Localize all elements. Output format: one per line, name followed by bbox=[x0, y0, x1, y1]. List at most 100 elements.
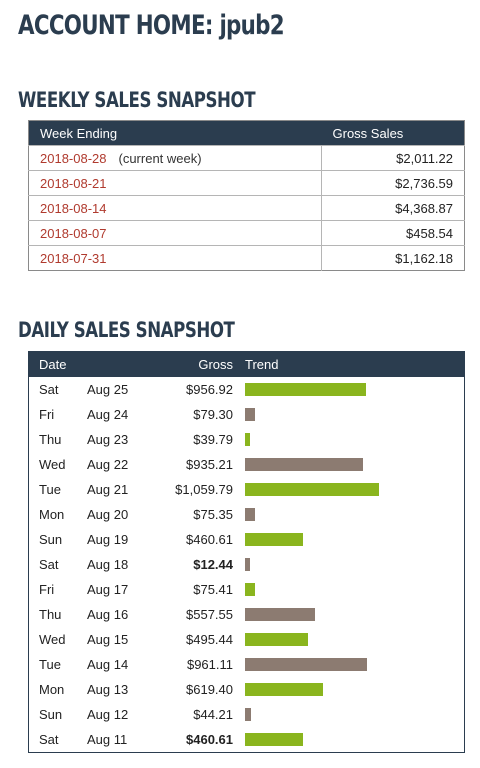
trend-bar bbox=[245, 633, 308, 646]
page-title-label: ACCOUNT HOME: bbox=[18, 10, 213, 41]
trend-bar-track bbox=[245, 608, 445, 621]
week-ending-cell: 2018-08-28 (current week) bbox=[28, 145, 322, 171]
daily-gross-cell: $75.35 bbox=[193, 507, 233, 522]
daily-gross-cell: $39.79 bbox=[193, 432, 233, 447]
trend-cell bbox=[245, 502, 465, 527]
daily-gross-cell: $12.44 bbox=[193, 557, 233, 572]
week-ending-link[interactable]: 2018-08-21 bbox=[40, 175, 107, 191]
daily-gross-cell: $44.21 bbox=[193, 707, 233, 722]
daily-gross-cell: $460.61 bbox=[186, 532, 233, 547]
day-of-week-cell: Tue bbox=[39, 482, 61, 497]
day-of-week-cell: Sun bbox=[39, 707, 63, 722]
trend-cell bbox=[245, 702, 465, 727]
week-ending-cell: 2018-08-14 bbox=[28, 195, 322, 221]
day-of-week-cell: Sun bbox=[39, 532, 63, 547]
date-cell: Aug 25 bbox=[87, 382, 129, 397]
trend-cell bbox=[245, 477, 465, 502]
trend-bar bbox=[245, 658, 367, 671]
trend-bar bbox=[245, 683, 323, 696]
weekly-header-row: Week Ending Gross Sales bbox=[28, 120, 465, 146]
trend-bar-track bbox=[245, 558, 445, 571]
date-header-spacer bbox=[87, 351, 159, 377]
trend-cell bbox=[245, 427, 465, 452]
date-cell: Aug 14 bbox=[87, 657, 129, 672]
day-of-week-cell: Wed bbox=[39, 457, 66, 472]
week-ending-header: Week Ending bbox=[28, 120, 322, 146]
date-cell: Aug 24 bbox=[87, 407, 129, 422]
trend-cell bbox=[245, 552, 465, 577]
week-ending-cell: 2018-08-21 bbox=[28, 170, 322, 196]
date-cell: Aug 13 bbox=[87, 682, 129, 697]
weekly-row: 2018-08-21 $2,736.59 bbox=[28, 170, 465, 196]
daily-gross-cell: $1,059.79 bbox=[175, 482, 233, 497]
current-week-note: (current week) bbox=[118, 150, 202, 166]
weekly-sales-table: Week Ending Gross Sales 2018-08-28 (curre… bbox=[28, 120, 465, 271]
daily-gross-cell: $79.30 bbox=[193, 407, 233, 422]
week-ending-link[interactable]: 2018-08-14 bbox=[40, 200, 107, 216]
week-ending-cell: 2018-08-07 bbox=[28, 220, 322, 246]
weekly-gross-cell: $2,011.22 bbox=[321, 145, 465, 171]
trend-bar bbox=[245, 483, 379, 496]
date-cell: Aug 15 bbox=[87, 632, 129, 647]
trend-bar-track bbox=[245, 633, 445, 646]
day-of-week-cell: Fri bbox=[39, 407, 55, 422]
trend-bar bbox=[245, 383, 366, 396]
day-of-week-cell: Wed bbox=[39, 632, 66, 647]
week-ending-link[interactable]: 2018-08-07 bbox=[40, 225, 107, 241]
day-of-week-cell: Sat bbox=[39, 732, 59, 747]
date-header: Date bbox=[28, 351, 87, 377]
date-cell: Aug 16 bbox=[87, 607, 129, 622]
daily-gross-cell: $495.44 bbox=[186, 632, 233, 647]
daily-gross-cell: $961.11 bbox=[186, 657, 233, 672]
day-of-week-cell: Thu bbox=[39, 432, 62, 447]
date-cell: Aug 23 bbox=[87, 432, 129, 447]
week-ending-link[interactable]: 2018-07-31 bbox=[40, 250, 107, 266]
weekly-gross-cell: $4,368.87 bbox=[321, 195, 465, 221]
trend-bar-track bbox=[245, 708, 445, 721]
trend-header: Trend bbox=[245, 351, 465, 377]
week-ending-link[interactable]: 2018-08-28 bbox=[40, 150, 107, 166]
trend-bar bbox=[245, 533, 303, 546]
trend-cell bbox=[245, 677, 465, 702]
day-of-week-cell: Sat bbox=[39, 557, 59, 572]
trend-cell bbox=[245, 402, 465, 427]
daily-row: Tue Aug 21 $1,059.79 bbox=[29, 477, 465, 502]
day-of-week-cell: Sat bbox=[39, 382, 59, 397]
daily-sales-title: DAILY SALES SNAPSHOT bbox=[18, 318, 235, 342]
date-cell: Aug 20 bbox=[87, 507, 129, 522]
day-of-week-cell: Mon bbox=[39, 682, 65, 697]
date-cell: Aug 12 bbox=[87, 707, 129, 722]
trend-cell bbox=[245, 377, 465, 402]
trend-bar bbox=[245, 583, 255, 596]
day-of-week-cell: Thu bbox=[39, 607, 62, 622]
weekly-gross-cell: $1,162.18 bbox=[321, 245, 465, 271]
trend-cell bbox=[245, 577, 465, 602]
daily-row: Wed Aug 22 $935.21 bbox=[29, 452, 465, 477]
weekly-row: 2018-08-14 $4,368.87 bbox=[28, 195, 465, 221]
daily-header-row: Date Gross Trend bbox=[28, 351, 465, 377]
trend-bar-track bbox=[245, 433, 445, 446]
trend-bar-track bbox=[245, 683, 445, 696]
daily-row: Thu Aug 23 $39.79 bbox=[29, 427, 465, 452]
daily-row: Fri Aug 17 $75.41 bbox=[29, 577, 465, 602]
trend-cell bbox=[245, 527, 465, 552]
day-of-week-cell: Fri bbox=[39, 582, 55, 597]
trend-bar-track bbox=[245, 583, 445, 596]
daily-gross-cell: $619.40 bbox=[186, 682, 233, 697]
trend-cell bbox=[245, 452, 465, 477]
trend-bar-track bbox=[245, 533, 445, 546]
weekly-row: 2018-08-07 $458.54 bbox=[28, 220, 465, 246]
daily-row: Sun Aug 19 $460.61 bbox=[29, 527, 465, 552]
trend-cell bbox=[245, 602, 465, 627]
daily-gross-cell: $956.92 bbox=[186, 382, 233, 397]
week-ending-cell: 2018-07-31 bbox=[28, 245, 322, 271]
date-cell: Aug 17 bbox=[87, 582, 129, 597]
date-cell: Aug 11 bbox=[87, 732, 128, 747]
daily-row: Fri Aug 24 $79.30 bbox=[29, 402, 465, 427]
trend-bar-track bbox=[245, 658, 445, 671]
daily-sales-table: Date Gross Trend Sat Aug 25 $956.92 Fri Aug … bbox=[28, 351, 465, 753]
trend-bar bbox=[245, 558, 250, 571]
account-username: jpub2 bbox=[219, 10, 284, 41]
trend-bar-track bbox=[245, 733, 445, 746]
daily-row: Wed Aug 15 $495.44 bbox=[29, 627, 465, 652]
